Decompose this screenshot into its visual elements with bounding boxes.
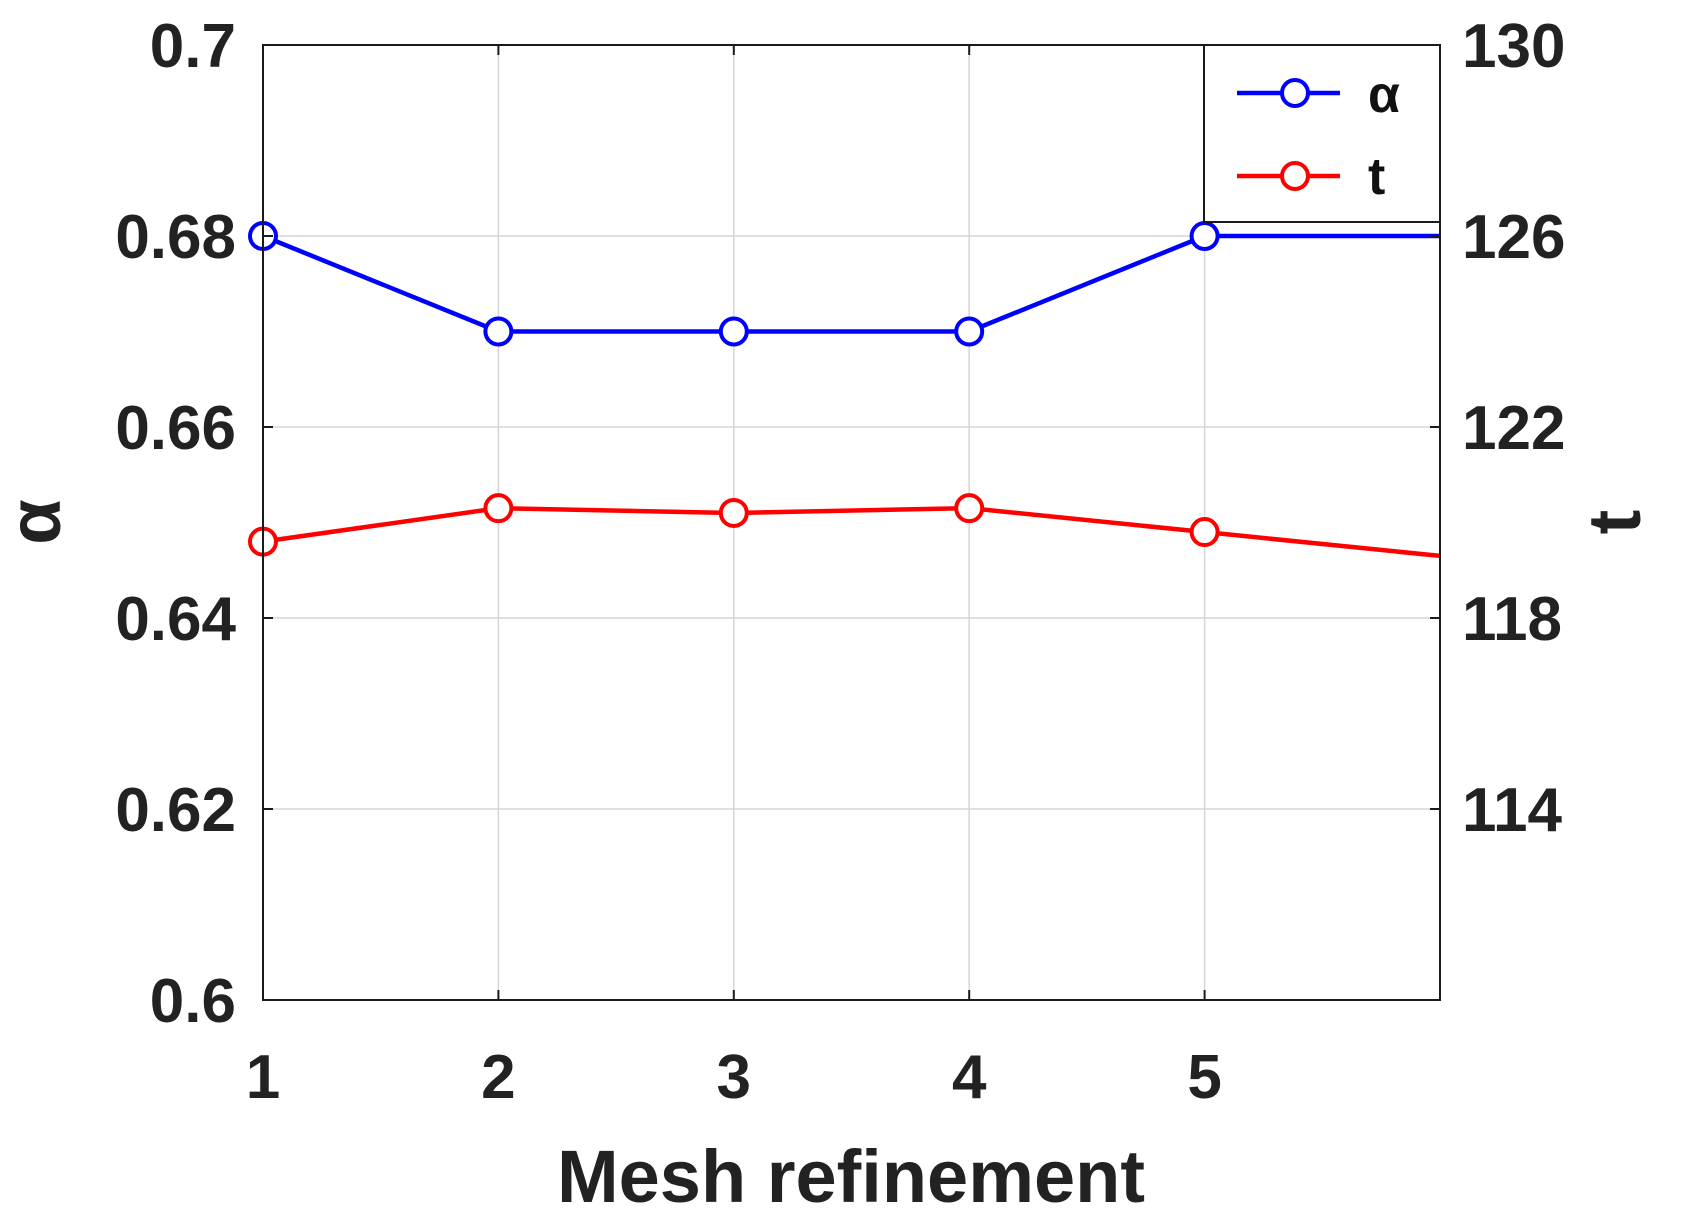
right-y-tick-label: 130	[1462, 12, 1565, 81]
legend-marker-t	[1280, 161, 1310, 191]
series-point-t	[718, 497, 749, 528]
legend-box	[1203, 44, 1441, 223]
left-y-tick-label: 0.62	[115, 776, 236, 845]
series-point-alpha	[718, 316, 749, 347]
right-y-tick-label: 114	[1462, 776, 1563, 845]
legend-label-t: t	[1368, 148, 1385, 206]
legend: α t	[1203, 44, 1441, 223]
left-y-tick-label: 0.6	[150, 967, 236, 1036]
series-layer	[248, 221, 1441, 559]
x-tick-label: 4	[952, 1043, 987, 1112]
series-point-t	[483, 493, 514, 524]
tick-labels: 1 2 3 4 5 0.6 0.62 0.64 0.66 0.68 0.7 114 118 122 126 1…	[115, 12, 1565, 1112]
left-axis-title: α	[0, 499, 76, 545]
right-y-tick-label: 126	[1462, 203, 1565, 272]
x-tick-label: 2	[481, 1043, 515, 1112]
x-tick-label: 3	[717, 1043, 751, 1112]
right-y-tick-label: 122	[1462, 394, 1565, 463]
left-y-tick-label: 0.68	[115, 203, 236, 272]
plot-frame	[262, 44, 1441, 1001]
legend-label-alpha: α	[1368, 66, 1400, 124]
x-tick-label: 1	[246, 1043, 280, 1112]
series-point-alpha	[483, 316, 514, 347]
x-axis-title: Mesh refinement	[557, 1135, 1145, 1218]
series-point-t	[954, 493, 985, 524]
left-y-tick-label: 0.7	[150, 12, 236, 81]
right-axis-title: t	[1573, 510, 1656, 535]
x-tick-label: 5	[1187, 1043, 1221, 1112]
series-point-t	[1189, 517, 1220, 548]
series-line-alpha	[262, 233, 1440, 334]
right-y-tick-label: 118	[1462, 585, 1562, 654]
left-y-tick-label: 0.66	[115, 394, 236, 463]
series-line-t	[262, 505, 1441, 559]
legend-marker-alpha	[1280, 78, 1310, 108]
series-point-alpha	[954, 316, 985, 347]
series-point-alpha	[1189, 221, 1220, 251]
left-y-tick-label: 0.64	[115, 585, 236, 654]
